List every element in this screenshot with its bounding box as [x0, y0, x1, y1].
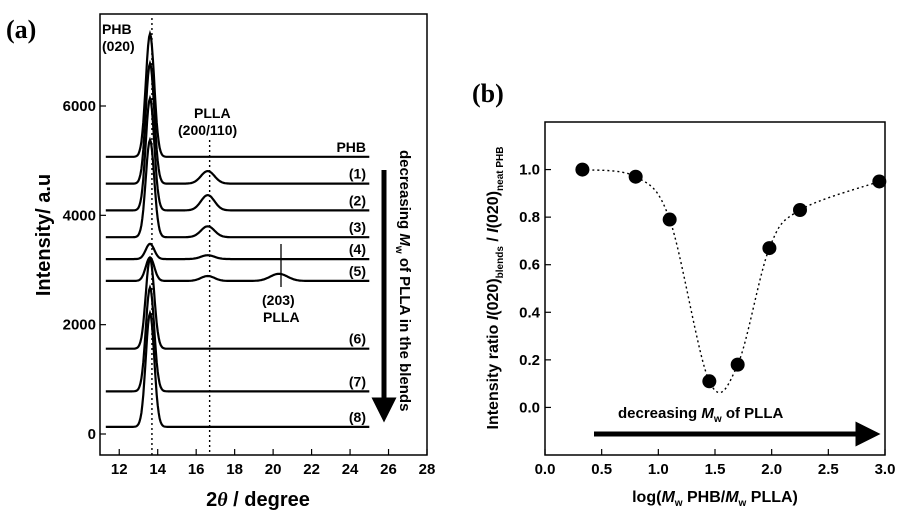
panel-a-trace: [105, 136, 370, 239]
panel-a-y-tick-label: 4000: [63, 207, 96, 224]
panel-b-data-point: [762, 241, 777, 256]
panel-b-x-tick-label: 2.5: [818, 461, 839, 478]
panel-a-trace-label: (7): [349, 373, 366, 389]
panel-b-y-axis-label: Intensity ratio I(020)blends / I(020)nea…: [485, 146, 506, 429]
panel-b-x-tick-label: 3.0: [875, 461, 896, 478]
panel-a-x-tick-label: 24: [342, 461, 359, 478]
panel-b-frame: [544, 121, 886, 456]
panel-a-label: (a): [6, 15, 36, 44]
panel-a-x-tick-label: 16: [188, 461, 205, 478]
panel-a-trace: [105, 309, 370, 428]
panel-a-x-axis-label: 2θ / degree: [206, 489, 310, 511]
panel-a-trace: [105, 94, 370, 212]
panel-b-label: (b): [472, 79, 504, 108]
panel-a-x-tick-label: 28: [419, 461, 436, 478]
panel-a-x-tick-label: 22: [303, 461, 320, 478]
panel-b-data-point: [702, 374, 717, 389]
panel-a-trace-label: (5): [349, 263, 366, 279]
panel-a-trace-labels: PHB (1) (2) (3) (4) (5) (6) (7) (8): [336, 139, 366, 425]
panel-b-arrow-label: decreasing Mw of PLLA: [618, 405, 783, 425]
panel-a-frame: [99, 13, 428, 456]
plla-peak-label-line1: PLLA: [194, 105, 231, 121]
panel-b-data-point: [872, 174, 887, 189]
panel-b-x-tick-label: 1.5: [705, 461, 726, 478]
panel-b-x-ticks: 0.0 0.5 1.0 1.5 2.0 2.5 3.0: [535, 449, 896, 478]
panel-b-y-tick-label: 1.0: [519, 162, 540, 179]
panel-b-data-point: [730, 357, 745, 372]
panel-a-trace: [105, 255, 370, 350]
panel-a-trace-label: (3): [349, 219, 366, 235]
panel-b-points: [575, 162, 887, 389]
plla-peak-label-line2: (200/110): [178, 122, 237, 138]
panel-b-y-tick-label: 0.0: [519, 399, 540, 416]
panel-b-data-point: [662, 212, 677, 227]
plla-203-label-line2: PLLA: [263, 309, 300, 325]
phb-peak-label-line2: (020): [102, 38, 135, 54]
panel-a-x-tick-label: 20: [265, 461, 282, 478]
panel-a-y-tick-label: 6000: [63, 98, 96, 115]
panel-b-y-tick-label: 0.4: [519, 304, 541, 321]
panel-a-trace: [105, 29, 370, 158]
panel-b-y-tick-label: 0.8: [519, 209, 540, 226]
panel-a-traces: [105, 29, 370, 428]
panel-a-trace-label: PHB: [336, 139, 366, 155]
panel-a-trace: [105, 284, 370, 393]
panel-a-x-tick-label: 26: [380, 461, 397, 478]
panel-a-arrow-label: decreasing Mw of PLLA in the blends: [393, 150, 413, 411]
panel-a-x-tick-label: 12: [111, 461, 128, 478]
panel-b-y-tick-label: 0.2: [519, 352, 540, 369]
panel-a-y-tick-label: 2000: [63, 317, 96, 334]
panel-a-y-ticks: 0 2000 4000 6000: [63, 98, 106, 443]
panel-a-trace-label: (8): [349, 409, 366, 425]
panel-b-x-tick-label: 2.0: [761, 461, 782, 478]
panel-a-trace: [105, 242, 370, 261]
panel-a: (a) 12 14 16 18 20 22 24 26 28 0 2000 4000 6000 PHB…: [6, 13, 435, 511]
panel-b-x-tick-label: 0.5: [591, 461, 612, 478]
panel-a-x-tick-label: 18: [226, 461, 243, 478]
phb-peak-label-line1: PHB: [102, 21, 132, 37]
panel-b-trend-line: [582, 168, 880, 394]
panel-a-trace: [105, 59, 370, 185]
panel-a-trace-label: (6): [349, 331, 366, 347]
plla-203-label-line1: (203): [262, 292, 295, 308]
panel-a-y-tick-label: 0: [88, 426, 96, 443]
panel-a-trace: [105, 256, 370, 282]
panel-b: (b) 0.0 0.5 1.0 1.5 2.0 2.5 3.0 0.00.20.40.60.…: [472, 79, 895, 509]
panel-b-x-axis-label: log(Mw PHB/Mw PLLA): [632, 489, 798, 509]
panel-b-y-tick-label: 0.6: [519, 257, 540, 274]
panel-b-data-point: [575, 162, 590, 177]
panel-b-y-ticks: 0.0 0.2 0.4 0.6 0.8 1.0: [519, 162, 551, 416]
panel-b-data-point: [793, 203, 807, 218]
panel-a-trace-label: (1): [349, 166, 366, 182]
panel-b-x-tick-label: 0.0: [535, 461, 556, 478]
panel-a-trace-label: (2): [349, 192, 366, 208]
panel-a-x-tick-label: 14: [149, 461, 166, 478]
panel-b-dotted-trend: [582, 168, 880, 394]
panel-b-x-tick-label: 1.0: [648, 461, 669, 478]
panel-a-x-ticks: 12 14 16 18 20 22 24 26 28: [111, 449, 435, 478]
panel-b-data-point: [628, 169, 643, 184]
panel-a-y-axis-label: Intensity/ a.u: [33, 174, 55, 296]
panel-a-trace-label: (4): [349, 241, 366, 257]
